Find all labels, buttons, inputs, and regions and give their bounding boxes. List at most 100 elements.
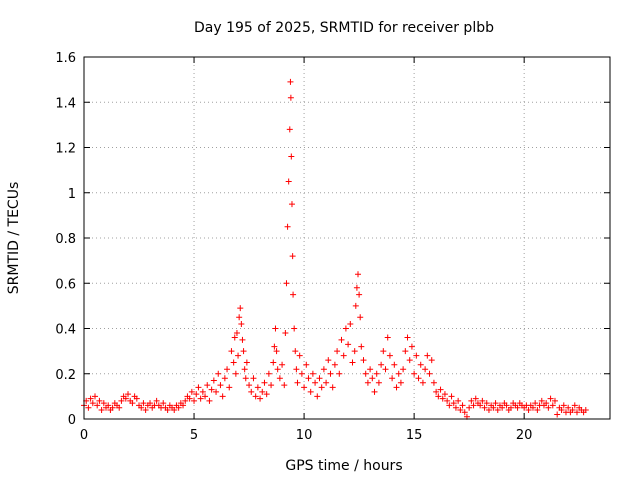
data-point — [199, 388, 206, 395]
data-point — [219, 393, 226, 400]
data-point — [483, 400, 490, 407]
data-point — [325, 357, 332, 364]
data-point — [430, 379, 437, 386]
data-point — [417, 361, 424, 368]
data-point — [558, 406, 565, 413]
axis-ticks: 0 5 10 15 20 0 0.2 0.4 0.6 0.8 1 1.2 1.4 1.6 — [55, 51, 610, 443]
data-point — [160, 400, 167, 407]
data-point — [100, 400, 107, 407]
data-point — [180, 402, 187, 409]
x-tick-label: 20 — [516, 428, 533, 443]
data-point — [116, 404, 123, 411]
data-point — [514, 404, 521, 411]
data-point — [457, 406, 464, 413]
data-point — [292, 348, 299, 355]
data-point — [338, 336, 345, 343]
data-point — [437, 386, 444, 393]
data-point — [204, 382, 211, 389]
data-point — [231, 334, 238, 341]
data-point — [210, 377, 217, 384]
data-point — [419, 379, 426, 386]
data-point — [571, 402, 578, 409]
chart-title: Day 195 of 2025, SRMTID for receiver plb… — [194, 20, 494, 36]
data-point — [450, 400, 457, 407]
data-point — [345, 341, 352, 348]
data-point — [87, 395, 94, 402]
data-point — [138, 404, 145, 411]
data-point — [246, 382, 253, 389]
data-point — [582, 406, 589, 413]
data-point — [236, 314, 243, 321]
data-point — [288, 201, 295, 208]
data-point — [118, 397, 125, 404]
data-point — [369, 375, 376, 382]
data-point — [448, 393, 455, 400]
data-point — [406, 357, 413, 364]
data-point — [257, 395, 264, 402]
data-point — [171, 406, 178, 413]
data-point — [164, 406, 171, 413]
data-point — [402, 348, 409, 355]
data-point — [221, 375, 228, 382]
data-point — [242, 375, 249, 382]
data-point — [305, 375, 312, 382]
data-point — [395, 370, 402, 377]
data-point — [477, 402, 484, 409]
data-point — [193, 391, 200, 398]
data-point — [296, 352, 303, 359]
data-point — [479, 397, 486, 404]
data-point — [290, 291, 297, 298]
data-point — [261, 379, 268, 386]
data-point — [186, 395, 193, 402]
data-point — [494, 406, 501, 413]
data-point — [250, 375, 257, 382]
data-point — [129, 400, 136, 407]
data-point — [446, 402, 453, 409]
data-point — [230, 359, 237, 366]
data-point — [188, 388, 195, 395]
data-point — [347, 320, 354, 327]
data-point — [316, 375, 323, 382]
data-point — [298, 370, 305, 377]
data-point — [534, 406, 541, 413]
data-point — [367, 366, 374, 373]
data-point — [452, 404, 459, 411]
data-point — [391, 361, 398, 368]
x-tick-label: 5 — [190, 428, 198, 443]
data-point — [265, 370, 272, 377]
data-point — [228, 348, 235, 355]
data-point — [89, 400, 96, 407]
gridlines — [84, 57, 610, 419]
data-point — [466, 404, 473, 411]
data-point — [92, 393, 99, 400]
data-point — [318, 384, 325, 391]
data-point — [444, 397, 451, 404]
data-point — [323, 379, 330, 386]
data-point — [320, 366, 327, 373]
data-point — [314, 393, 321, 400]
data-point — [433, 388, 440, 395]
data-point — [287, 94, 294, 101]
data-point — [393, 384, 400, 391]
data-point — [284, 223, 291, 230]
y-tick-label: 1 — [68, 187, 76, 202]
data-point — [213, 388, 220, 395]
data-point — [241, 366, 248, 373]
data-points — [81, 78, 589, 420]
data-point — [273, 348, 280, 355]
data-point — [356, 291, 363, 298]
data-point — [233, 330, 240, 337]
data-point — [237, 305, 244, 312]
data-point — [461, 409, 468, 416]
x-tick-label: 15 — [406, 428, 423, 443]
data-point — [435, 393, 442, 400]
data-point — [400, 366, 407, 373]
data-point — [182, 397, 189, 404]
x-tick-label: 0 — [80, 428, 88, 443]
data-point — [455, 397, 462, 404]
data-point — [357, 314, 364, 321]
data-point — [543, 400, 550, 407]
data-point — [286, 126, 293, 133]
data-point — [360, 357, 367, 364]
